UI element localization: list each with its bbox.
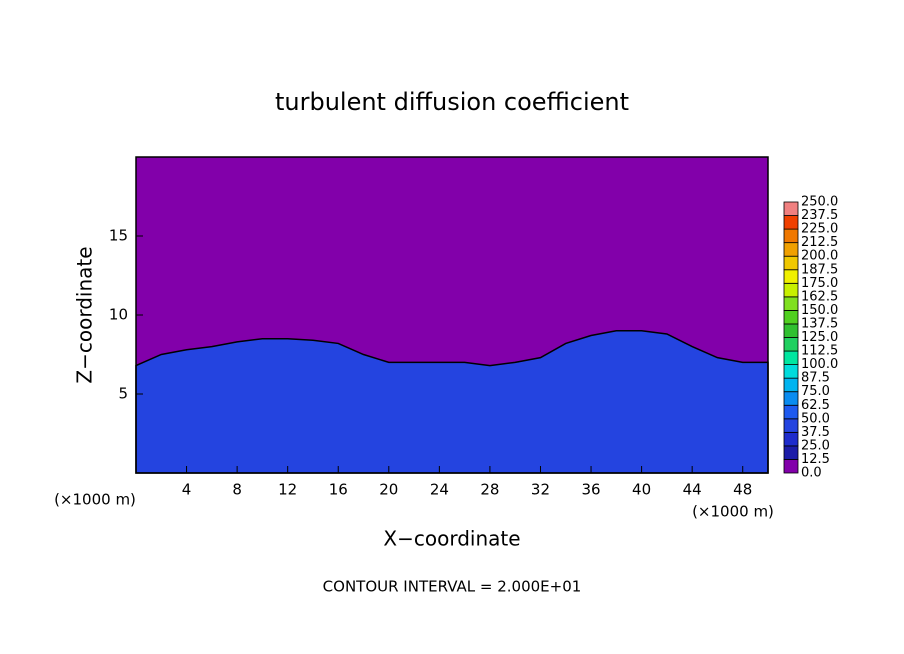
colorbar-label: 250.0 — [801, 195, 838, 210]
colorbar-box — [783, 459, 799, 474]
chart-title: turbulent diffusion coefficient — [275, 88, 629, 116]
contour-interval: CONTOUR INTERVAL = 2.000E+01 — [323, 578, 582, 596]
x-tick-label: 24 — [430, 481, 449, 499]
colorbar-label: 50.0 — [801, 411, 830, 426]
colorbar-label: 212.5 — [801, 235, 838, 250]
colorbar-box — [783, 337, 799, 352]
y-tick-label: 10 — [109, 306, 128, 324]
colorbar-label: 175.0 — [801, 276, 838, 291]
colorbar-box — [783, 242, 799, 257]
colorbar-label: 62.5 — [801, 398, 830, 413]
colorbar-box — [783, 296, 799, 311]
x-tick-label: 48 — [733, 481, 752, 499]
colorbar-label: 150.0 — [801, 303, 838, 318]
x-tick-label: 12 — [278, 481, 297, 499]
colorbar-label: 87.5 — [801, 371, 830, 386]
colorbar-label: 100.0 — [801, 357, 838, 372]
colorbar-label: 12.5 — [801, 452, 830, 467]
colorbar-label: 25.0 — [801, 438, 830, 453]
colorbar-label: 112.5 — [801, 344, 838, 359]
y-tick-label: 5 — [118, 385, 128, 403]
x-unit-label: (×1000 m) — [54, 491, 136, 509]
x-unit-label: (×1000 m) — [692, 503, 774, 521]
colorbar-label: 0.0 — [801, 466, 822, 481]
colorbar-label: 237.5 — [801, 208, 838, 223]
y-axis-label: Z−coordinate — [73, 246, 97, 383]
x-tick-label: 16 — [329, 481, 348, 499]
y-tick-label: 15 — [109, 227, 128, 245]
colorbar-box — [783, 201, 799, 216]
colorbar-label: 200.0 — [801, 249, 838, 264]
colorbar-label: 225.0 — [801, 222, 838, 237]
cloud-region — [135, 330, 769, 474]
colorbar-box — [783, 309, 799, 325]
x-tick-label: 36 — [581, 481, 600, 499]
colorbar-label: 37.5 — [801, 425, 830, 440]
x-tick-label: 4 — [182, 481, 192, 499]
colorbar-box — [783, 269, 799, 284]
colorbar-box — [783, 215, 799, 230]
colorbar-box — [783, 418, 799, 433]
colorbar-box — [783, 404, 799, 420]
colorbar-box — [783, 350, 799, 365]
colorbar-label: 137.5 — [801, 316, 838, 331]
colorbar-label: 125.0 — [801, 330, 838, 345]
colorbar-box — [783, 228, 799, 244]
x-tick-label: 8 — [232, 481, 242, 499]
x-axis-label: X−coordinate — [383, 527, 520, 551]
x-tick-label: 28 — [480, 481, 499, 499]
x-tick-label: 32 — [531, 481, 550, 499]
x-tick-label: 40 — [632, 481, 651, 499]
colorbar-box — [783, 364, 799, 379]
colorbar-label: 187.5 — [801, 262, 838, 277]
colorbar-label: 75.0 — [801, 384, 830, 399]
x-tick-label: 44 — [683, 481, 702, 499]
colorbar-box — [783, 323, 799, 338]
colorbar-label: 162.5 — [801, 289, 838, 304]
colorbar-box — [783, 255, 799, 271]
colorbar-box — [783, 445, 799, 460]
colorbar-box — [783, 431, 799, 447]
x-tick-label: 20 — [379, 481, 398, 499]
colorbar-box — [783, 377, 799, 393]
colorbar-box — [783, 282, 799, 298]
colorbar-box — [783, 391, 799, 406]
